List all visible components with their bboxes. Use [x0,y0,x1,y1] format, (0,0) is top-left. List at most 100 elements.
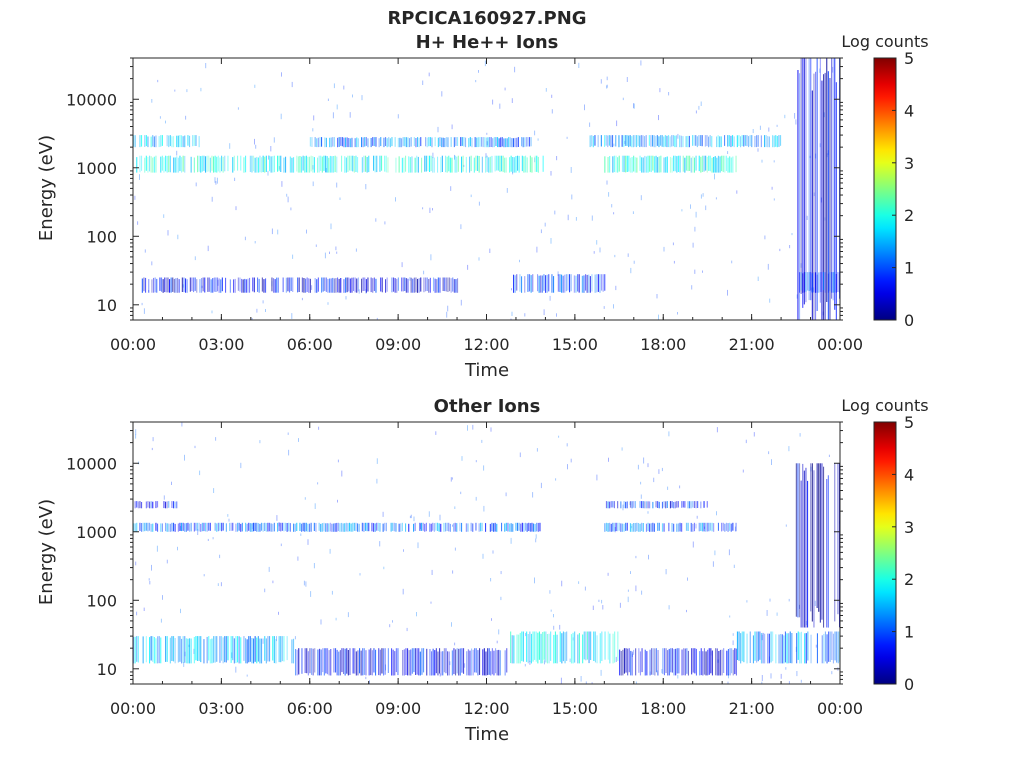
heatmap-speckle [262,638,264,644]
heatmap-speckle [648,554,649,560]
heatmap-cell [641,157,643,173]
heatmap-cell [797,631,799,660]
heatmap-cell [408,650,410,676]
heatmap-cell [341,522,343,532]
heatmap-cell [474,648,476,673]
heatmap-cell [379,155,381,172]
heatmap-speckle [422,207,424,210]
heatmap-cell [673,649,675,676]
heatmap-speckle [752,129,754,134]
heatmap-cell [307,651,309,676]
heatmap-cell [604,135,606,147]
heatmap-cell [163,501,165,509]
heatmap-cell [831,272,833,293]
heatmap-cell [715,648,717,676]
heatmap-cell [198,636,200,661]
heatmap-cell [176,501,178,509]
heatmap-cell [468,138,470,148]
heatmap-cell [440,157,442,173]
heatmap-speckle [570,458,572,463]
heatmap-cell [532,631,534,662]
heatmap-cell [566,631,568,661]
heatmap-cell [325,277,327,292]
heatmap-speckle [177,546,178,551]
heatmap-speckle [757,148,759,152]
heatmap-cell [818,463,820,612]
heatmap-speckle [819,143,821,148]
heatmap-cell [719,156,721,173]
heatmap-speckle [630,267,632,274]
heatmap-cell [504,157,506,173]
heatmap-cell [445,155,447,173]
heatmap-cell [270,523,272,532]
heatmap-cell [422,522,424,531]
heatmap-speckle [511,288,512,291]
heatmap-speckle [464,663,466,668]
heatmap-cell [152,501,154,509]
heatmap-cell [153,637,155,664]
panel-top: H+ He++ Ions 00:00 03:00 06:00 09:00 12:00 15… [36,32,929,381]
heatmap-cell [384,155,386,172]
heatmap-cell [272,636,274,661]
heatmap-speckle [430,254,432,261]
heatmap-cell [404,137,406,147]
heatmap-speckle [814,600,816,606]
heatmap-cell [206,155,208,172]
heatmap-cell [614,631,616,663]
heatmap-cell [424,155,426,172]
heatmap-cell [657,650,659,676]
heatmap-speckle [681,209,683,212]
heatmap-cell [461,648,463,673]
heatmap-speckle [828,454,830,457]
heatmap-cell [679,135,681,148]
heatmap-cell [254,522,256,531]
heatmap-cell [166,636,168,662]
heatmap-cell [423,277,425,293]
heatmap-cell [445,137,447,147]
heatmap-cell [546,634,548,664]
heatmap-cell [559,631,561,662]
heatmap-cell [165,636,167,662]
heatmap-cell [374,523,376,532]
heatmap-cell [397,137,399,148]
x-tick-label: 09:00 [375,335,421,354]
heatmap-cell [834,272,836,293]
heatmap-cell [517,155,519,171]
heatmap-cell [479,137,481,147]
heatmap-cell [299,156,301,173]
heatmap-cell [373,155,375,171]
y-tick-label: 100 [86,591,117,610]
heatmap-cell [642,501,644,509]
heatmap-cell [645,501,647,509]
heatmap-cell [791,633,793,664]
heatmap-cell [655,135,657,148]
heatmap-cell [832,272,834,293]
heatmap-cell [352,648,354,674]
heatmap-cell [594,135,596,146]
heatmap-speckle [615,656,617,662]
heatmap-cell [425,277,427,292]
heatmap-cell [709,155,711,172]
heatmap-speckle [306,229,307,234]
heatmap-cell [826,479,828,628]
heatmap-speckle [717,659,719,663]
x-tick-label: 03:00 [198,699,244,718]
heatmap-cell [652,522,654,532]
heatmap-cell [155,501,157,509]
heatmap-cell [681,523,683,532]
heatmap-cell [147,156,149,173]
heatmap-cell [306,277,308,292]
panel-bottom-title: Other Ions [434,396,541,417]
heatmap-cell [521,522,523,532]
heatmap-cell [211,638,213,664]
heatmap-cell [808,58,810,301]
heatmap-cell [229,522,231,531]
heatmap-speckle [406,627,408,632]
heatmap-cell [682,136,684,148]
heatmap-cell [444,277,446,292]
y-tick-label: 100 [86,227,117,246]
heatmap-cell [259,523,261,532]
heatmap-cell [554,631,556,664]
heatmap-cell [463,648,465,674]
heatmap-cell [341,648,343,673]
